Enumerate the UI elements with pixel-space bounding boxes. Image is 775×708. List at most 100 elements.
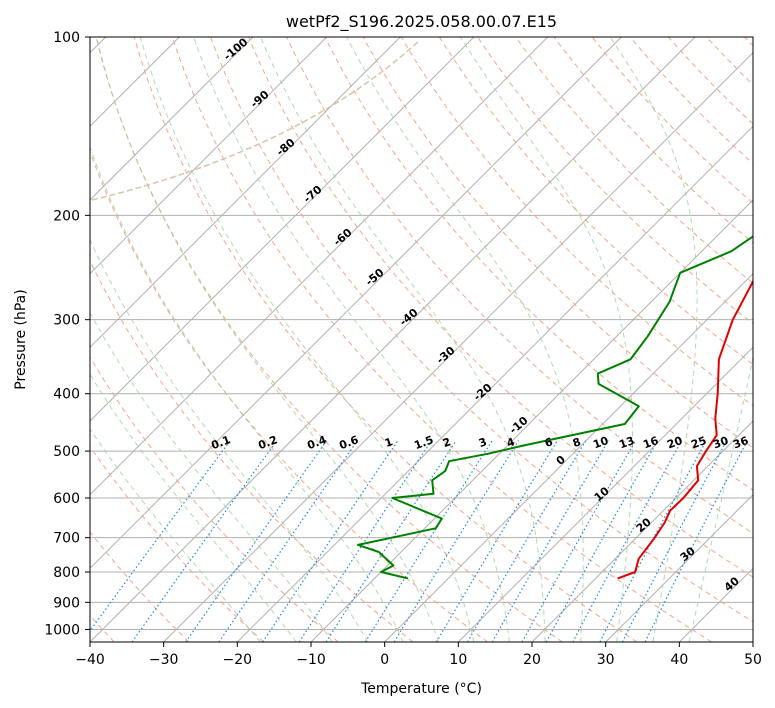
moist-adiabat-line — [139, 37, 475, 642]
dry-adiabat-line — [515, 37, 753, 284]
x-tick-label: −30 — [149, 652, 179, 668]
y-tick-label: 1000 — [44, 622, 80, 638]
theta-e-arc — [91, 39, 421, 201]
y-tick-label: 500 — [53, 444, 80, 460]
x-tick-label: 20 — [523, 652, 541, 668]
x-tick-label: 0 — [380, 652, 389, 668]
series-line-0 — [617, 279, 753, 580]
x-tick-label: −40 — [75, 652, 105, 668]
dry-adiabat-line — [90, 531, 190, 642]
mixing-ratio-line — [435, 440, 558, 642]
dry-adiabat-line — [438, 37, 753, 366]
data-series — [357, 235, 753, 580]
mixing-ratio-label: 16 — [641, 434, 660, 452]
y-tick-label: 800 — [53, 565, 80, 581]
mixing-ratio-label: 0.4 — [305, 433, 328, 452]
dry-adiabat-line — [400, 37, 753, 407]
moist-adiabat-label: -80 — [274, 136, 298, 159]
moist-adiabat-label: -60 — [331, 226, 355, 249]
moist-adiabat-label: 20 — [634, 515, 654, 535]
isotherm-line — [752, 641, 753, 642]
moist-adiabat-line — [96, 37, 439, 642]
x-tick-label: 30 — [597, 652, 615, 668]
moist-adiabat-line — [90, 428, 261, 642]
mixing-ratio-line — [521, 440, 637, 642]
y-tick-label: 400 — [53, 387, 80, 403]
dry-adiabat-line — [133, 37, 638, 642]
mixing-ratio-label: 36 — [731, 434, 750, 452]
moist-adiabat-label: -50 — [363, 266, 387, 289]
moist-adiabat-line — [90, 238, 369, 642]
mixing-ratio-line — [185, 440, 328, 642]
x-tick-label: −10 — [296, 652, 326, 668]
moist-adiabat-label: -20 — [471, 381, 495, 404]
isotherm-line — [90, 37, 254, 201]
mixing-ratio-label: 1.5 — [412, 433, 435, 452]
isotherm-line — [90, 37, 696, 642]
mixing-ratio-label: 0.1 — [209, 433, 232, 452]
mixing-ratio-label: 8 — [571, 435, 583, 450]
moist-adiabat-line — [90, 373, 297, 642]
dry-adiabat-line — [744, 37, 753, 47]
moist-adiabat-label: -90 — [248, 88, 272, 111]
x-tick-label: 50 — [744, 652, 762, 668]
isotherm-line — [531, 420, 753, 642]
dry-adiabat-line — [90, 150, 488, 642]
mixing-ratio-label: 1 — [383, 435, 395, 450]
mixing-ratio-label: 2 — [441, 435, 453, 450]
dry-adiabat-line — [210, 37, 753, 623]
chart-title: wetPf2_S196.2025.058.00.07.E15 — [286, 12, 557, 32]
isotherm-line — [90, 37, 401, 349]
moist-adiabat-label: -10 — [507, 414, 531, 437]
mixing-ratio-line — [298, 440, 432, 642]
isotherm-line — [163, 51, 753, 642]
series-line-1 — [357, 235, 753, 580]
dry-adiabat-line — [90, 259, 414, 642]
dry-adiabat-line — [95, 37, 563, 642]
moist-adiabat-label: -30 — [434, 344, 458, 367]
dry-adiabat-line — [90, 356, 339, 642]
mixing-ratio-line — [644, 440, 748, 642]
x-tick-label: 10 — [449, 652, 467, 668]
moist-adiabat-line — [90, 145, 404, 642]
mixing-ratio-line — [262, 440, 399, 642]
mixing-ratio-label: 10 — [591, 434, 610, 452]
moist-adiabat-label: -70 — [301, 183, 325, 206]
moist-adiabat-label: 10 — [592, 484, 612, 504]
y-axis-label: Pressure (hPa) — [13, 289, 29, 389]
isotherm-line — [384, 272, 753, 642]
mixing-ratio-line — [621, 440, 728, 642]
isotherm-line — [90, 37, 475, 422]
mixing-ratio-line — [466, 440, 587, 642]
mixing-ratio-label: 3 — [477, 435, 489, 450]
isotherm-line — [90, 37, 622, 570]
isotherm-line — [90, 37, 549, 496]
mixing-ratio-line — [131, 440, 278, 642]
moist-adiabat-line — [688, 354, 753, 642]
moist-adiabat-line — [90, 311, 333, 642]
dry-adiabat-line — [90, 445, 264, 642]
background-lines — [90, 37, 753, 642]
isotherm-line — [90, 37, 328, 275]
moist-adiabat-label: -40 — [397, 306, 421, 329]
mixing-ratio-line — [393, 440, 520, 642]
dry-adiabat-line — [286, 37, 753, 534]
y-tick-label: 900 — [53, 595, 80, 611]
moist-adiabat-line — [260, 37, 546, 642]
isotherm-line — [457, 346, 753, 642]
moist-adiabat-label: 30 — [678, 544, 698, 564]
dry-adiabat-line — [553, 37, 753, 244]
moist-adiabat-line — [609, 37, 698, 642]
isotherm-line — [605, 493, 753, 642]
moist-adiabat-label: 40 — [722, 574, 742, 594]
y-tick-label: 200 — [53, 208, 80, 224]
mixing-ratio-line — [491, 440, 609, 642]
mixing-ratio-label: 4 — [505, 435, 517, 450]
mixing-ratio-line — [572, 440, 683, 642]
isotherm-line — [310, 199, 753, 642]
moist-adiabat-label: -100 — [221, 35, 251, 63]
y-tick-label: 100 — [53, 30, 80, 46]
mixing-ratio-label: 30 — [711, 434, 730, 452]
mixing-ratio-label: 0.2 — [256, 433, 279, 452]
